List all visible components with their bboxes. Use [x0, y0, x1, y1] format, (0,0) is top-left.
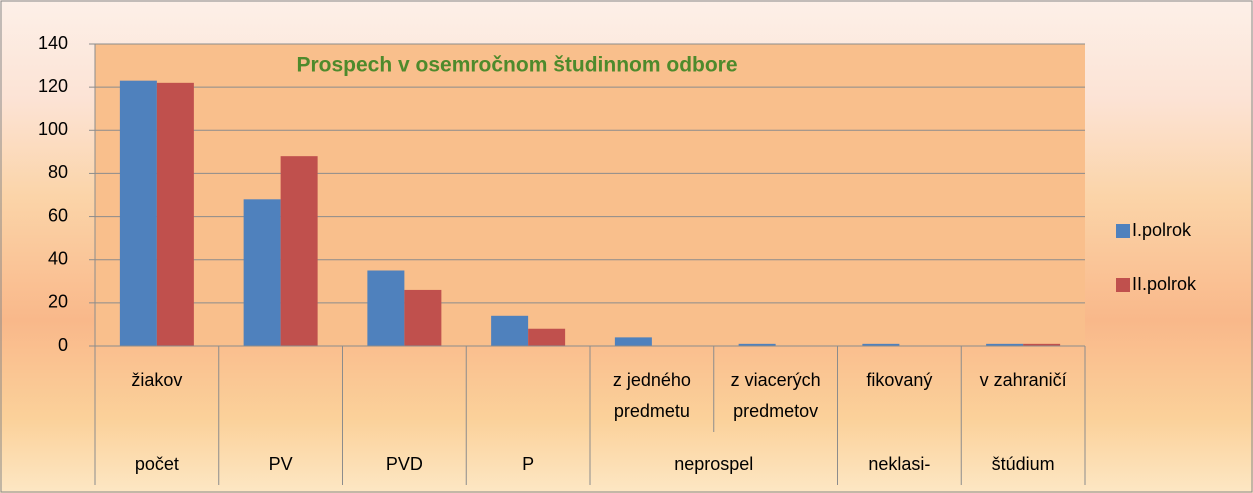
bar	[243, 199, 281, 346]
bar	[280, 156, 318, 346]
group-label: neprospel	[674, 454, 754, 474]
bar	[119, 80, 157, 347]
bar	[367, 270, 405, 346]
x-tick-label: v zahraničí	[979, 370, 1067, 390]
y-tick-label: 120	[38, 76, 68, 96]
y-tick-label: 100	[38, 119, 68, 139]
bar	[491, 315, 529, 346]
bar	[614, 337, 652, 346]
group-label: PVD	[385, 454, 423, 474]
x-tick-label: žiakov	[131, 370, 183, 390]
group-label: štúdium	[991, 454, 1055, 474]
legend-swatch	[1116, 224, 1130, 238]
bar	[528, 328, 566, 346]
plot-area	[95, 44, 1085, 346]
bar	[986, 343, 1024, 346]
y-tick-label: 0	[58, 335, 68, 355]
bar	[1023, 343, 1061, 346]
bar	[404, 289, 442, 346]
bar	[738, 343, 776, 346]
y-tick-label: 60	[48, 205, 68, 225]
group-label: P	[522, 454, 535, 474]
y-tick-label: 20	[48, 292, 68, 312]
legend-label: I.polrok	[1132, 220, 1192, 240]
y-tick-label: 80	[48, 162, 68, 182]
legend-label: II.polrok	[1132, 274, 1197, 294]
group-label: neklasi-	[868, 454, 931, 474]
x-tick-label: z viacerých predmetov	[730, 370, 821, 421]
bar	[862, 343, 900, 346]
group-label: počet	[134, 454, 179, 474]
y-tick-label: 40	[48, 248, 68, 268]
chart-title: Prospech v osemročnom študinnom odbore	[296, 54, 737, 77]
bar	[156, 82, 194, 346]
legend-swatch	[1116, 278, 1130, 292]
group-label: PV	[268, 454, 293, 474]
x-tick-label: z jedného predmetu	[612, 370, 691, 421]
x-tick-label: fikovaný	[866, 370, 933, 390]
y-tick-label: 140	[38, 33, 68, 53]
